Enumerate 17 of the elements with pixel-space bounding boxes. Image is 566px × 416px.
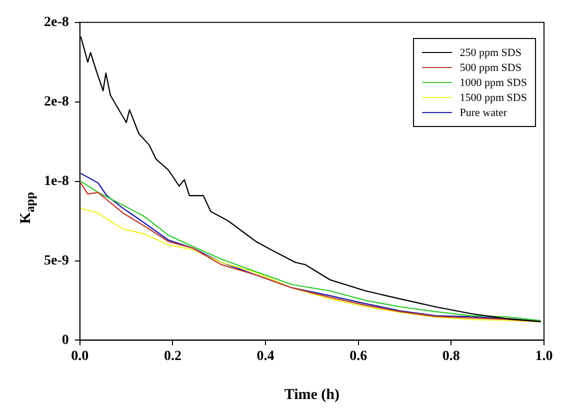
y-tick-label: 1e-8 [44, 174, 69, 189]
legend-label: 1500 ppm SDS [460, 92, 527, 104]
x-axis-title: Time (h) [284, 386, 340, 403]
y-tick-label: 2e-8 [44, 15, 69, 30]
legend-label: 500 ppm SDS [460, 62, 522, 74]
y-tick-label: 2e-8 [44, 94, 69, 110]
x-tick-label: 0.2 [164, 349, 182, 364]
y-tick-label: 0 [62, 332, 69, 348]
legend-label: 250 ppm SDS [460, 46, 522, 58]
x-tick-label: 0.4 [256, 349, 274, 364]
x-tick-label: 0.8 [442, 349, 460, 364]
legend-label: 1000 ppm SDS [460, 76, 527, 88]
x-tick-label: 0.0 [71, 349, 89, 364]
legend-label: Pure water [460, 106, 508, 118]
x-tick-label: 1.0 [535, 349, 553, 364]
y-tick-label: 5e-9 [44, 253, 69, 268]
x-tick-label: 0.6 [350, 349, 368, 364]
